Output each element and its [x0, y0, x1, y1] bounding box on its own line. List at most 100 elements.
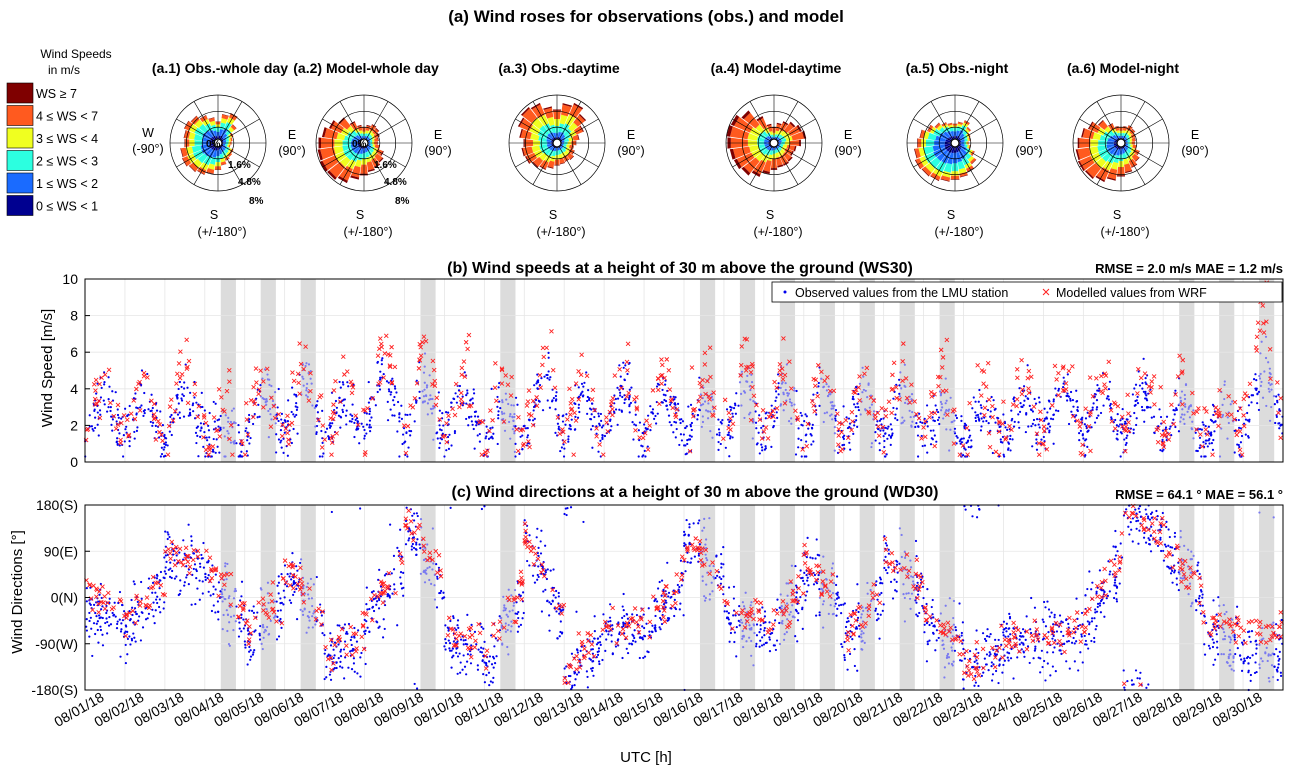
model-point [644, 418, 649, 424]
obs-point [989, 415, 992, 418]
obs-point [315, 404, 318, 407]
obs-point [1065, 394, 1068, 398]
obs-point [333, 641, 337, 644]
model-point [1036, 440, 1042, 446]
obs-point [88, 619, 91, 623]
model-point [355, 422, 361, 428]
rose-petal-segment [959, 133, 965, 139]
model-point [811, 376, 817, 382]
model-point [985, 360, 991, 366]
obs-point [623, 378, 626, 382]
obs-point [94, 611, 97, 615]
model-point [932, 391, 937, 397]
obs-point [376, 621, 379, 624]
model-point [461, 359, 467, 364]
rose-petal-segment [1097, 145, 1108, 152]
model-point [868, 395, 874, 400]
model-point [555, 415, 561, 420]
obs-point [829, 393, 832, 396]
obs-point [372, 590, 375, 593]
obs-point [199, 435, 202, 438]
obs-point [941, 406, 944, 409]
model-point [1213, 411, 1219, 417]
obs-point [1095, 399, 1099, 402]
obs-point [416, 514, 419, 518]
obs-point [559, 620, 562, 623]
model-point [530, 398, 536, 404]
obs-point [351, 403, 354, 406]
obs-point [320, 614, 323, 617]
obs-point [1183, 422, 1186, 425]
obs-point [554, 408, 557, 411]
obs-point [1002, 453, 1005, 456]
model-point [446, 413, 451, 419]
obs-point [1012, 396, 1016, 399]
rose-petal-segment [193, 158, 203, 168]
obs-point [1211, 448, 1215, 451]
obs-point [711, 436, 714, 439]
obs-point [544, 569, 547, 572]
obs-point [279, 441, 282, 444]
obs-point [351, 414, 354, 417]
obs-point [562, 455, 566, 458]
rose-petal-segment [566, 144, 570, 148]
obs-point [195, 568, 198, 571]
model-point [1041, 424, 1047, 430]
obs-point [525, 444, 529, 447]
model-point [1171, 421, 1176, 427]
model-point [921, 425, 926, 430]
obs-point [557, 425, 560, 428]
obs-point [944, 402, 947, 405]
obs-point [1024, 430, 1027, 434]
obs-point [412, 536, 416, 539]
rose-petal-segment [209, 139, 215, 143]
obs-point [1046, 427, 1049, 430]
obs-point [492, 657, 496, 660]
model-point [258, 368, 263, 374]
obs-point [634, 424, 638, 427]
obs-point [178, 411, 181, 414]
model-point [982, 412, 987, 418]
model-point [210, 444, 216, 449]
model-point [106, 367, 112, 373]
rose-petal-segment [560, 134, 566, 140]
rose-petal-segment [547, 116, 555, 126]
obs-point [1024, 395, 1027, 398]
rose-petal-segment [749, 145, 759, 153]
model-point [929, 410, 934, 416]
rose-petal-segment [222, 133, 228, 139]
rose-east-label: E [1025, 128, 1033, 142]
obs-point [470, 623, 473, 626]
obs-point [448, 433, 451, 436]
obs-point [548, 378, 551, 381]
obs-point [225, 578, 228, 581]
model-point [228, 422, 234, 428]
obs-point [111, 390, 114, 393]
obs-point [1238, 453, 1241, 456]
rose-petal-segment [1129, 138, 1133, 142]
model-point [707, 345, 713, 350]
model-point [664, 357, 670, 362]
obs-point [1018, 426, 1021, 429]
model-point [151, 412, 157, 417]
obs-point [1033, 397, 1036, 401]
obs-point [689, 403, 693, 406]
obs-point [95, 392, 98, 395]
rose-petal-segment [919, 129, 923, 139]
obs-point [669, 403, 672, 406]
obs-point [178, 416, 182, 420]
obs-point [1132, 428, 1135, 431]
obs-point [1175, 408, 1178, 411]
obs-point [171, 569, 174, 573]
model-point [416, 366, 422, 371]
obs-point [1269, 383, 1272, 387]
obs-point [353, 626, 356, 630]
obs-point [464, 638, 467, 642]
model-point [485, 448, 490, 454]
obs-point [272, 616, 276, 619]
obs-point [917, 425, 920, 428]
obs-point [1208, 437, 1211, 441]
obs-point [219, 426, 222, 429]
obs-point [246, 629, 250, 632]
obs-point [119, 655, 122, 658]
